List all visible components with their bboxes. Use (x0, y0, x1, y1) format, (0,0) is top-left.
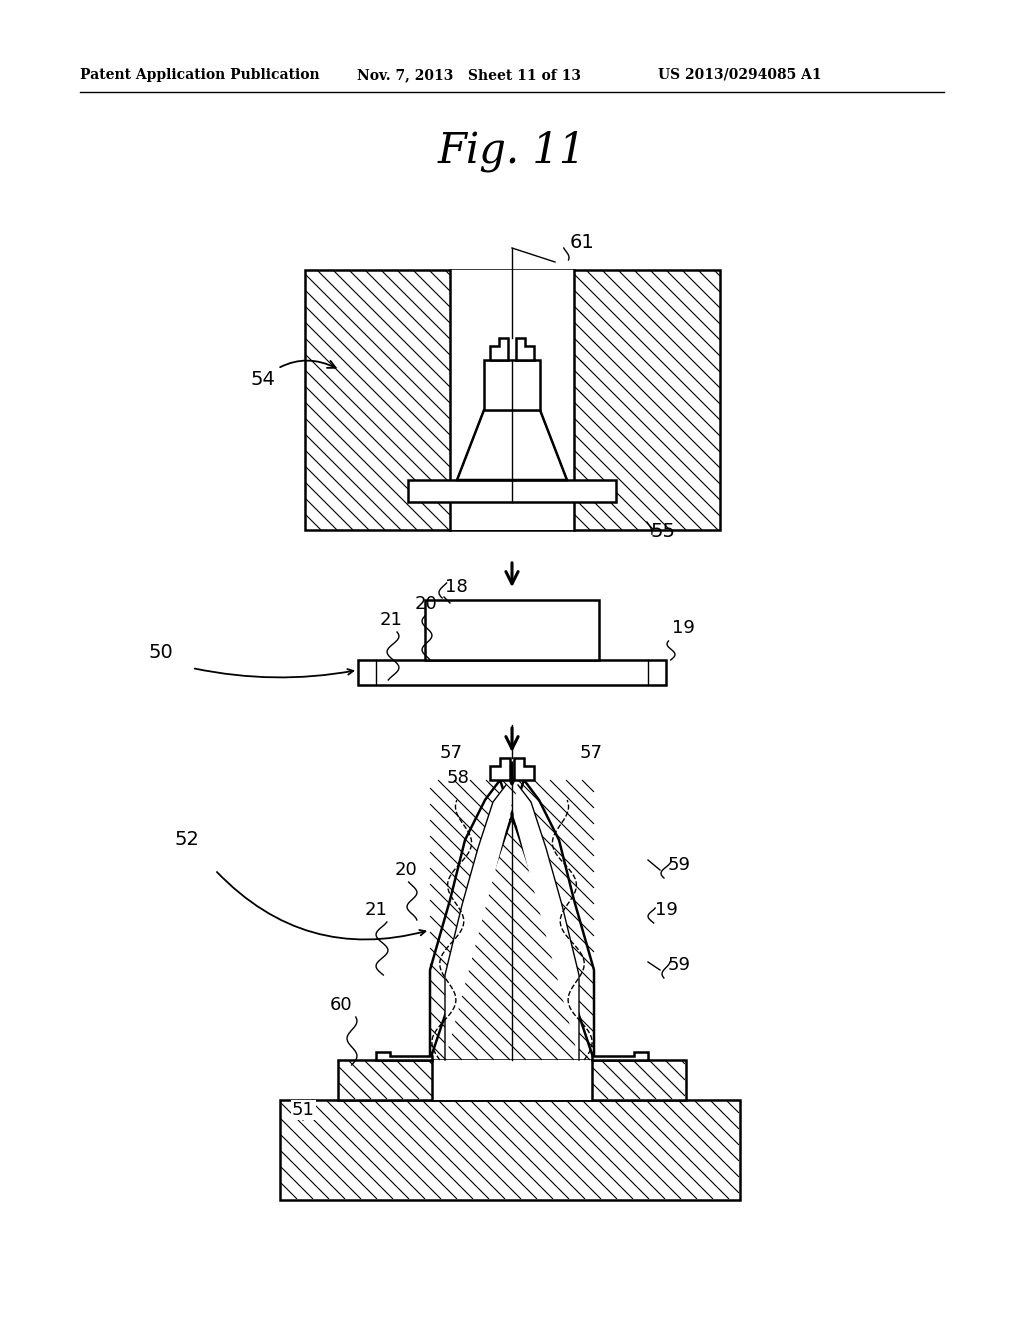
Bar (484, 360, 540, 411)
Text: 20: 20 (415, 595, 437, 612)
Text: Fig. 11: Fig. 11 (438, 129, 586, 172)
Text: 60: 60 (330, 997, 352, 1014)
Text: 57: 57 (580, 744, 603, 762)
Text: 54: 54 (250, 360, 336, 389)
Text: Nov. 7, 2013   Sheet 11 of 13: Nov. 7, 2013 Sheet 11 of 13 (357, 69, 581, 82)
Polygon shape (376, 1052, 432, 1060)
Polygon shape (490, 338, 508, 360)
Text: US 2013/0294085 A1: US 2013/0294085 A1 (658, 69, 821, 82)
Polygon shape (514, 758, 534, 780)
Text: 52: 52 (175, 830, 200, 849)
Text: 21: 21 (380, 611, 402, 630)
Bar (338, 1060, 686, 1100)
Text: 55: 55 (650, 521, 675, 541)
Bar (305, 271, 720, 531)
Polygon shape (516, 338, 534, 360)
Text: 51: 51 (292, 1101, 314, 1119)
Bar (425, 601, 599, 660)
Bar (432, 1060, 592, 1100)
Text: 19: 19 (655, 902, 678, 919)
Bar (280, 1100, 740, 1200)
Bar (450, 271, 574, 531)
Polygon shape (430, 780, 594, 1060)
Bar (358, 660, 666, 685)
Text: 21: 21 (365, 902, 388, 919)
Text: 57: 57 (440, 744, 463, 762)
Text: 59: 59 (668, 956, 691, 974)
Polygon shape (490, 758, 510, 780)
Text: 20: 20 (395, 861, 418, 879)
Text: 19: 19 (672, 619, 695, 638)
Text: 50: 50 (148, 643, 173, 663)
Text: 61: 61 (570, 234, 595, 252)
Text: 18: 18 (445, 578, 468, 597)
Bar (408, 480, 616, 502)
Polygon shape (457, 411, 567, 480)
Text: 59: 59 (668, 855, 691, 874)
Polygon shape (445, 785, 579, 1060)
Polygon shape (592, 1052, 648, 1060)
Text: Patent Application Publication: Patent Application Publication (80, 69, 319, 82)
Text: 58: 58 (447, 770, 470, 787)
